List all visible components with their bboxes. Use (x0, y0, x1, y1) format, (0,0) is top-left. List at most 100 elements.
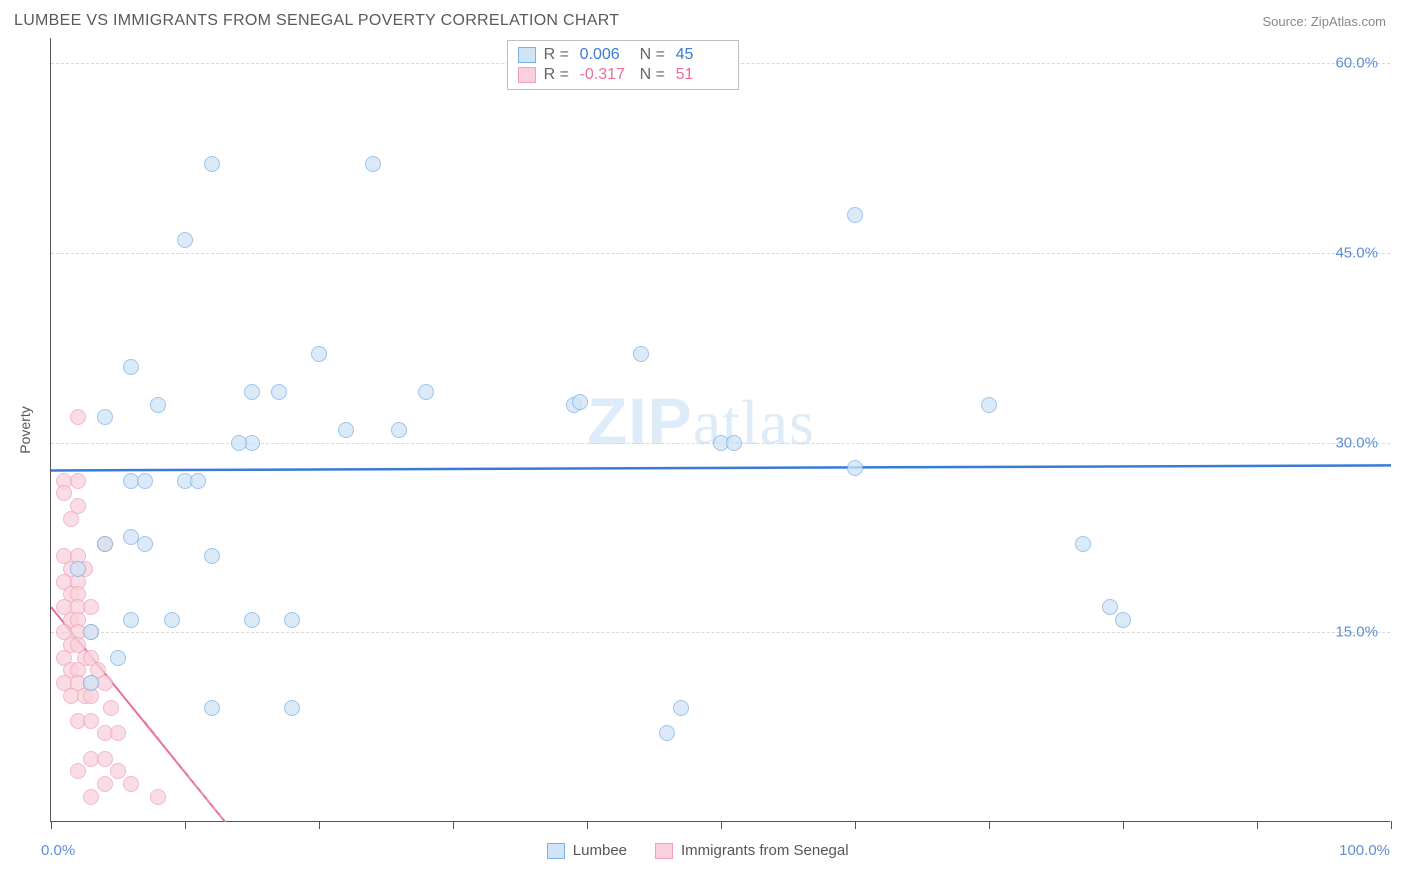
data-point (572, 394, 588, 410)
data-point (110, 763, 126, 779)
y-axis-label: Poverty (17, 406, 33, 453)
data-point (164, 612, 180, 628)
y-tick-label: 45.0% (1335, 244, 1378, 261)
data-point (204, 156, 220, 172)
data-point (659, 725, 675, 741)
legend-label: Lumbee (573, 842, 627, 859)
watermark: ZIPatlas (587, 383, 815, 460)
data-point (110, 650, 126, 666)
data-point (311, 346, 327, 362)
n-label: N = (640, 46, 668, 64)
n-label: N = (640, 66, 668, 84)
y-tick-label: 15.0% (1335, 624, 1378, 641)
data-point (633, 346, 649, 362)
x-tick (721, 821, 722, 829)
data-point (365, 156, 381, 172)
source-label: Source: ZipAtlas.com (1262, 14, 1386, 29)
x-tick (587, 821, 588, 829)
legend-row: R = 0.006 N = 45 (518, 45, 728, 65)
data-point (177, 232, 193, 248)
data-point (83, 789, 99, 805)
data-point (150, 397, 166, 413)
plot-area: Poverty ZIPatlas 15.0%30.0%45.0%60.0%0.0… (50, 38, 1390, 822)
data-point (726, 435, 742, 451)
data-point (70, 763, 86, 779)
legend-swatch (518, 47, 536, 63)
data-point (1075, 536, 1091, 552)
x-tick (1391, 821, 1392, 829)
x-tick (1123, 821, 1124, 829)
x-tick (51, 821, 52, 829)
data-point (110, 725, 126, 741)
data-point (123, 359, 139, 375)
x-tick (989, 821, 990, 829)
data-point (70, 473, 86, 489)
data-point (97, 776, 113, 792)
chart-title: LUMBEE VS IMMIGRANTS FROM SENEGAL POVERT… (14, 12, 619, 30)
data-point (847, 460, 863, 476)
gridline (51, 632, 1390, 633)
data-point (1102, 599, 1118, 615)
data-point (97, 751, 113, 767)
legend-swatch (518, 67, 536, 83)
data-point (83, 675, 99, 691)
data-point (83, 713, 99, 729)
data-point (83, 624, 99, 640)
data-point (63, 511, 79, 527)
gridline (51, 253, 1390, 254)
data-point (97, 409, 113, 425)
data-point (338, 422, 354, 438)
legend-label: Immigrants from Senegal (681, 842, 849, 859)
data-point (204, 548, 220, 564)
legend-swatch (547, 843, 565, 859)
data-point (204, 700, 220, 716)
watermark-zip: ZIP (587, 384, 693, 458)
correlation-legend: R = 0.006 N = 45 R = -0.317 N = 51 (507, 40, 739, 90)
data-point (56, 485, 72, 501)
legend-row: R = -0.317 N = 51 (518, 65, 728, 85)
x-tick-label-max: 100.0% (1339, 842, 1390, 859)
legend-item: Lumbee (547, 842, 627, 859)
x-tick (855, 821, 856, 829)
data-point (103, 700, 119, 716)
data-point (70, 409, 86, 425)
data-point (391, 422, 407, 438)
data-point (231, 435, 247, 451)
x-tick (453, 821, 454, 829)
legend-item: Immigrants from Senegal (655, 842, 849, 859)
data-point (123, 776, 139, 792)
data-point (284, 612, 300, 628)
data-point (97, 536, 113, 552)
data-point (70, 561, 86, 577)
y-tick-label: 30.0% (1335, 434, 1378, 451)
data-point (847, 207, 863, 223)
chart-container: Poverty ZIPatlas 15.0% 30.0% 45.0% 60.0% 0.0… (14, 38, 1392, 822)
x-tick (319, 821, 320, 829)
watermark-atlas: atlas (693, 387, 815, 458)
trend-lines (51, 38, 1391, 822)
r-value: 0.006 (580, 46, 632, 64)
x-tick (185, 821, 186, 829)
n-value: 51 (676, 66, 728, 84)
data-point (190, 473, 206, 489)
n-value: 45 (676, 46, 728, 64)
data-point (418, 384, 434, 400)
data-point (244, 384, 260, 400)
data-point (1115, 612, 1131, 628)
x-tick (1257, 821, 1258, 829)
data-point (137, 473, 153, 489)
y-tick-label: 60.0% (1335, 55, 1378, 72)
data-point (284, 700, 300, 716)
data-point (271, 384, 287, 400)
x-tick-label-min: 0.0% (41, 842, 75, 859)
data-point (673, 700, 689, 716)
data-point (123, 612, 139, 628)
r-label: R = (544, 66, 572, 84)
r-value: -0.317 (580, 66, 632, 84)
r-label: R = (544, 46, 572, 64)
data-point (83, 599, 99, 615)
data-point (150, 789, 166, 805)
data-point (123, 529, 139, 545)
series-legend: Lumbee Immigrants from Senegal (547, 842, 849, 859)
legend-swatch (655, 843, 673, 859)
